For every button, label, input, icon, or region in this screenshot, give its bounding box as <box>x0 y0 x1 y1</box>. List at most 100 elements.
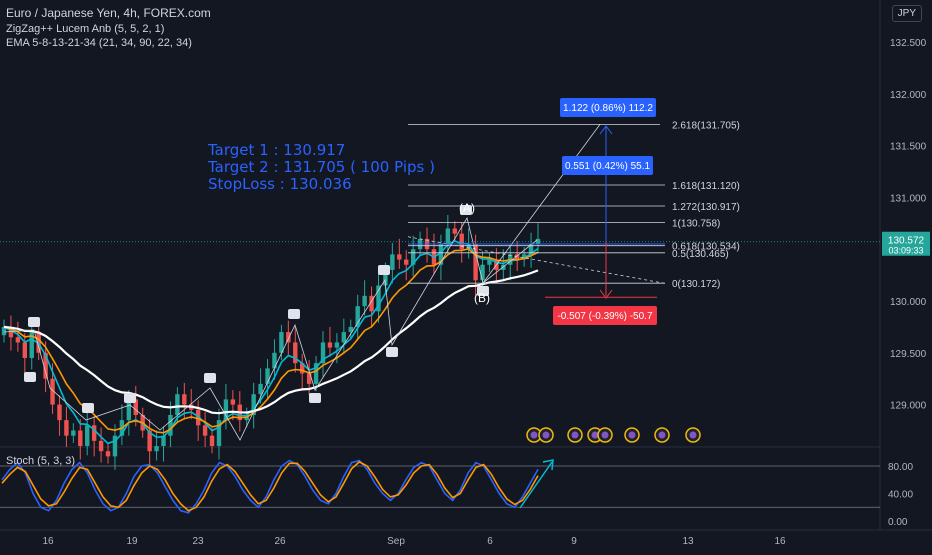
measure-box-text: 1.122 (0.86%) 112.2 <box>563 103 653 114</box>
candle <box>251 394 256 415</box>
measure-box <box>562 156 653 175</box>
stoch-d-line <box>1 460 539 512</box>
target-2-text: Target 2 : 131.705 ( 100 Pips ) <box>208 158 435 176</box>
measure-box <box>560 98 656 117</box>
wave-b-label: (B) <box>474 291 490 305</box>
candle <box>487 259 492 265</box>
candle <box>376 285 381 312</box>
zigzag-pivot-label <box>24 372 36 382</box>
time-tick-label: 9 <box>571 536 577 547</box>
measure-box <box>553 306 657 325</box>
measure-box-text: 0.551 (0.42%) 55.1 <box>565 161 650 172</box>
candle <box>445 228 451 245</box>
candle <box>182 394 187 405</box>
projection-line <box>482 124 601 284</box>
candle <box>452 228 457 234</box>
fib-level-label: 1.272(130.917) <box>672 202 740 213</box>
candle <box>334 342 340 348</box>
economic-event-icon-core <box>571 431 579 439</box>
stoploss-text: StopLoss : 130.036 <box>208 175 352 193</box>
currency-button[interactable]: JPY <box>891 5 922 22</box>
fib-level-label: 0(130.172) <box>672 279 720 290</box>
zigzag-indicator-label[interactable]: ZigZag++ Lucem Anb (5, 5, 2, 1) <box>6 23 165 35</box>
candle <box>91 425 97 441</box>
stoch-up-arrow <box>519 461 553 509</box>
last-price-text: 130.572 <box>888 236 925 247</box>
candle <box>161 435 166 447</box>
price-tick-label: 131.500 <box>890 142 927 153</box>
candle <box>71 430 76 436</box>
candle <box>473 244 478 281</box>
price-tick-label: 130.000 <box>890 297 927 308</box>
candle <box>459 233 464 250</box>
zigzag-pivot-label <box>386 347 398 357</box>
candle <box>272 352 277 369</box>
economic-event-icon-core <box>689 431 697 439</box>
candle <box>126 399 132 421</box>
candle <box>50 378 55 405</box>
candle <box>133 399 138 415</box>
fib-level-label: 0.618(130.534) <box>672 242 740 253</box>
candle <box>57 404 62 421</box>
zigzag-pivot-label <box>460 205 472 215</box>
candle <box>15 337 21 343</box>
stoch-indicator-label[interactable]: Stoch (5, 3, 3) <box>6 455 76 467</box>
zigzag-pivot-label <box>28 317 40 327</box>
zigzag-line <box>3 216 538 441</box>
candle <box>29 332 34 358</box>
price-tick-label: 132.000 <box>890 90 927 101</box>
economic-event-icon-core <box>530 431 538 439</box>
candle <box>175 394 180 415</box>
candle <box>327 342 333 348</box>
zigzag-pivot-label <box>288 309 300 319</box>
candle <box>514 254 520 260</box>
time-tick-label: Sep <box>387 536 405 547</box>
stoch-tick-label: 0.00 <box>888 517 908 528</box>
candle <box>202 425 208 436</box>
economic-event-icon-core <box>628 431 636 439</box>
candle <box>22 342 28 358</box>
time-tick-label: 23 <box>192 536 204 547</box>
candle <box>300 363 305 374</box>
candle <box>223 399 229 421</box>
zigzag-pivot-label <box>477 286 489 296</box>
candle <box>390 254 395 270</box>
candle <box>369 295 374 312</box>
candle <box>362 295 367 307</box>
fib-level-label: 1.618(131.120) <box>672 181 740 192</box>
zigzag-pivot-label <box>204 373 216 383</box>
candle <box>348 326 353 333</box>
candle <box>98 440 104 452</box>
ema-indicator-label[interactable]: EMA 5-8-13-21-34 (21, 34, 90, 22, 34) <box>6 37 192 49</box>
economic-event-icon-core <box>591 431 599 439</box>
candle <box>404 259 409 265</box>
economic-event-icon-core <box>658 431 666 439</box>
candle <box>105 451 111 457</box>
candle <box>410 249 416 265</box>
candle <box>8 326 14 338</box>
candle <box>480 264 485 281</box>
candle <box>341 332 347 343</box>
ema-90-line <box>3 269 539 415</box>
time-tick-label: 13 <box>682 536 694 547</box>
stoch-up-arrowhead <box>542 459 554 471</box>
stoch-tick-label: 80.00 <box>888 462 913 473</box>
time-tick-label: 26 <box>274 536 286 547</box>
economic-event-icon-core <box>601 431 609 439</box>
candle <box>112 435 118 457</box>
time-tick-label: 6 <box>487 536 493 547</box>
zigzag-pivot-label <box>378 265 390 275</box>
candle <box>306 373 312 384</box>
countdown-text: 03:09:33 <box>888 246 923 256</box>
candle <box>466 244 471 250</box>
candle <box>209 435 215 447</box>
candle <box>216 420 222 447</box>
candle <box>154 446 159 452</box>
candle <box>78 430 83 447</box>
measure-down-arrowhead <box>599 289 613 299</box>
stoch-tick-label: 40.00 <box>888 490 913 501</box>
candle <box>265 368 270 384</box>
wave-a-label: (A) <box>459 201 475 215</box>
